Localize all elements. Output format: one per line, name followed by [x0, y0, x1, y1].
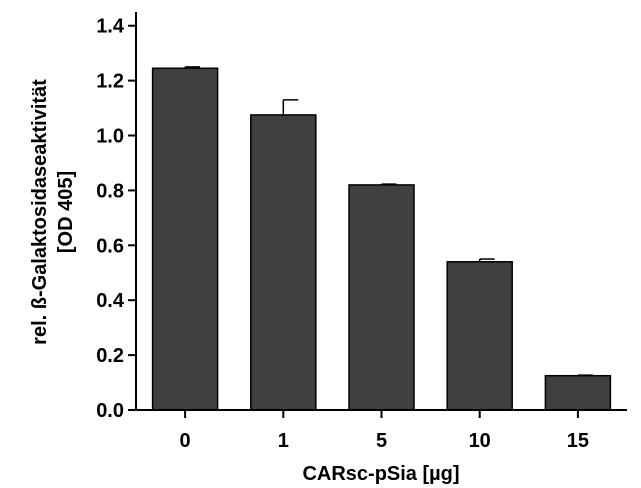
y-tick-label: 0.6	[96, 235, 124, 257]
bar	[151, 67, 219, 411]
error-bars-layer	[184, 66, 593, 376]
bar	[544, 374, 612, 411]
x-tick-label: 15	[567, 430, 589, 452]
y-tick-label: 1.0	[96, 126, 124, 148]
error-bar	[478, 258, 495, 262]
y-tick-label: 0.4	[96, 290, 125, 312]
x-tick-label: 10	[469, 430, 491, 452]
x-axis-title: CARsc-pSia [µg]	[302, 463, 459, 485]
bars-layer	[151, 67, 612, 411]
y-tick-label: 1.4	[96, 16, 125, 38]
bar	[446, 261, 513, 411]
bar	[250, 114, 317, 411]
y-tick-label: 0.0	[96, 400, 124, 422]
x-tick-label: 5	[376, 430, 387, 452]
x-tick-label: 0	[180, 430, 191, 452]
error-bar	[577, 374, 593, 376]
x-ticks: 0 1 5 10 15	[180, 410, 589, 452]
y-tick-label: 0.8	[96, 180, 124, 202]
error-bar	[282, 99, 299, 115]
x-tick-label: 1	[278, 430, 289, 452]
y-axis-title-line2: [OD 405]	[55, 171, 77, 253]
y-tick-label: 1.2	[96, 71, 124, 93]
y-axis-title-line1: rel. ß-Galaktosidaseaktivität	[29, 79, 51, 345]
y-ticks: 0.0 0.2 0.4 0.6 0.8 1.0 1.2 1.4	[96, 16, 136, 422]
error-bar	[184, 66, 201, 69]
y-tick-label: 0.2	[96, 345, 124, 367]
bar	[348, 184, 415, 411]
error-bar	[380, 183, 397, 185]
